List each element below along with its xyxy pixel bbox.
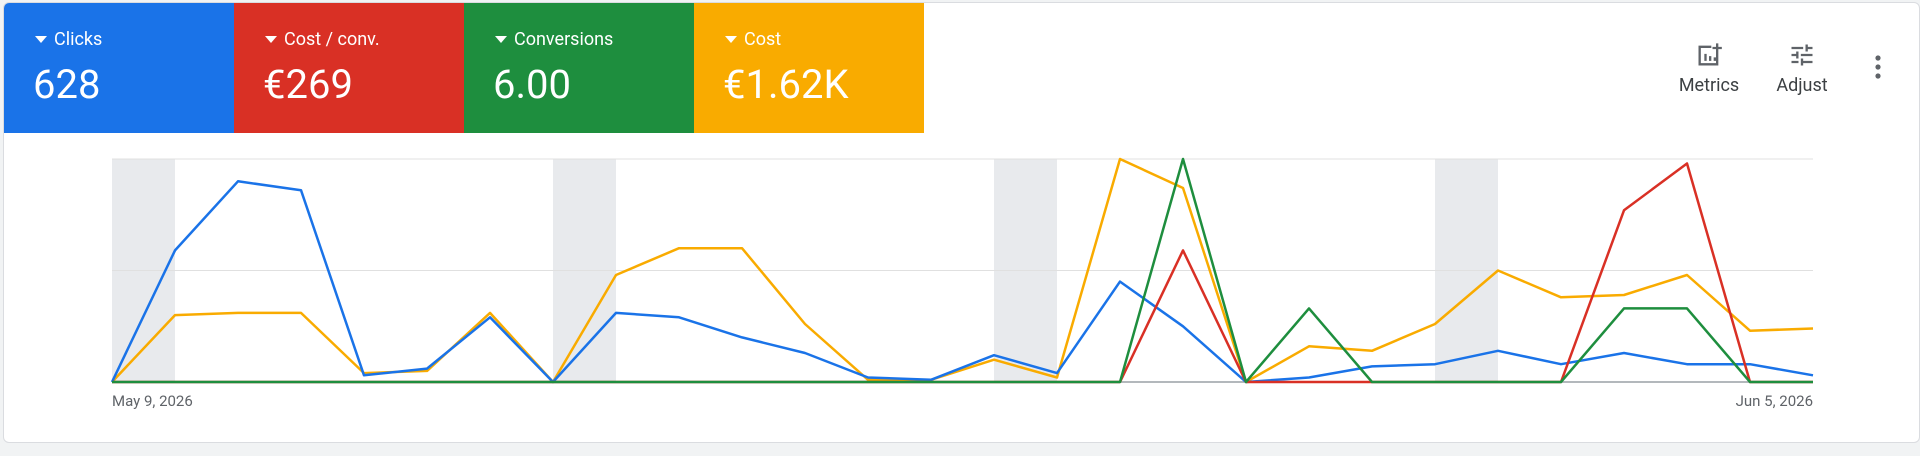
- chart: May 9, 2026 Jun 5, 2026: [110, 157, 1814, 410]
- overview-card: Clicks 628 Cost / conv. €269 Conversions 6.00…: [3, 2, 1920, 443]
- scorecard[interactable]: Cost / conv. €269: [234, 3, 464, 133]
- metric-total: €1.62K: [723, 61, 849, 108]
- scorecard[interactable]: Clicks 628: [4, 3, 234, 133]
- adjust-button[interactable]: Adjust: [1757, 41, 1847, 96]
- x-tick-label: Jun 5, 2026: [1736, 392, 1813, 410]
- metric-name: Cost / conv.: [284, 29, 380, 50]
- more-button[interactable]: [1870, 53, 1886, 81]
- series-line: [112, 162, 1813, 384]
- metrics-icon: [1698, 43, 1722, 66]
- metric-name: Conversions: [514, 29, 614, 50]
- scorecard[interactable]: Conversions 6.00: [464, 3, 694, 133]
- adjust-icon: [1791, 44, 1813, 66]
- metric-name: Clicks: [54, 29, 103, 50]
- metric-name: Cost: [744, 29, 782, 50]
- metrics-button[interactable]: Metrics: [1664, 41, 1754, 96]
- dropdown-arrow: [35, 36, 47, 43]
- dropdown-arrow: [495, 36, 507, 43]
- series-line: [112, 157, 1813, 384]
- dropdown-arrow: [725, 36, 737, 43]
- dropdown-arrow: [265, 36, 277, 43]
- metric-total: 628: [33, 61, 101, 108]
- adjust-label: Adjust: [1776, 75, 1828, 96]
- series-line: [110, 180, 1814, 384]
- metrics-label: Metrics: [1678, 75, 1740, 96]
- x-tick-label: May 9, 2026: [112, 392, 193, 410]
- metric-total: 6.00: [493, 61, 571, 108]
- scorecard[interactable]: Cost €1.62K: [694, 3, 924, 133]
- metric-total: €269: [263, 61, 353, 108]
